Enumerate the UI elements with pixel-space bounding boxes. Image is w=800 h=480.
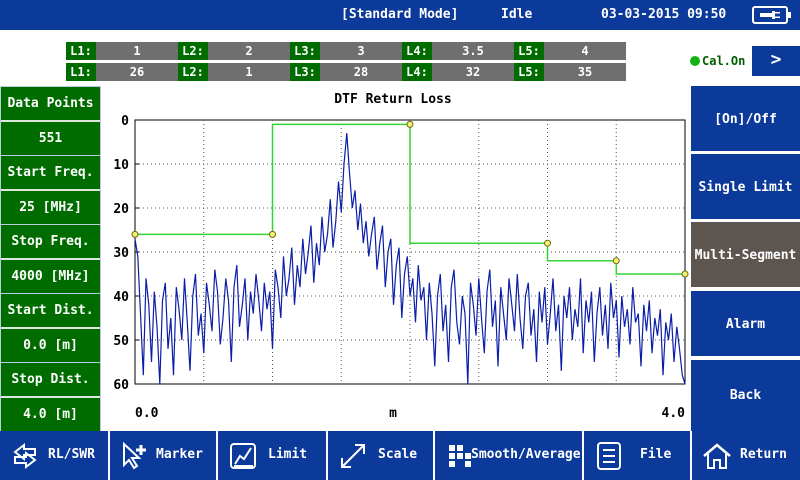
limit-point-marker[interactable] [612, 257, 620, 265]
toolbar-label: Return [740, 447, 787, 462]
toolbar-label: Marker [156, 447, 203, 462]
trace [134, 133, 686, 385]
param-start-freq[interactable]: Start Freq. 25 [MHz] [0, 155, 101, 225]
toolbar-label: Scale [378, 447, 418, 462]
return-button[interactable]: Return [692, 431, 800, 480]
param-stop-dist[interactable]: Stop Dist. 4.0 [m] [0, 362, 101, 432]
return-loss-trace [134, 133, 686, 385]
limit-name: L4: [402, 42, 432, 60]
y-tick-label: 0 [121, 114, 129, 129]
scale-icon [341, 444, 365, 468]
softkey-multi-segment[interactable]: Multi-Segment [691, 222, 800, 289]
rl-swr-button[interactable]: RL/SWR [0, 431, 108, 480]
smooth-icon [449, 445, 471, 467]
y-tick-label: 10 [113, 158, 129, 173]
param-value[interactable]: 4.0 [m] [1, 396, 100, 431]
limit-distance-value[interactable]: 2 [208, 42, 290, 60]
limit-name: L5: [514, 63, 544, 81]
x-tick-end: 4.0 [662, 406, 686, 421]
limit-point-marker[interactable] [269, 230, 276, 238]
param-start-dist[interactable]: Start Dist. 0.0 [m] [0, 293, 101, 363]
limit-level-value[interactable]: 26 [96, 63, 178, 81]
toolbar-label: Limit [268, 447, 308, 462]
chart-title: DTF Return Loss [334, 92, 451, 107]
x-tick-start: 0.0 [135, 406, 159, 421]
param-label: Start Dist. [1, 294, 100, 327]
limit-distance-value[interactable]: 4 [544, 42, 626, 60]
y-tick-label: 60 [113, 378, 129, 393]
limit-name: L2: [178, 63, 208, 81]
limit-line [131, 120, 689, 278]
softkey-alarm[interactable]: Alarm [691, 291, 800, 358]
y-axis: 0 10 20 30 40 50 60 [113, 114, 139, 393]
param-value[interactable]: 0.0 [m] [1, 327, 100, 362]
limit-level-value[interactable]: 32 [432, 63, 514, 81]
param-data-points[interactable]: Data Points 551 [0, 86, 101, 156]
limit-level-value[interactable]: 35 [544, 63, 626, 81]
param-label: Stop Freq. [1, 225, 100, 258]
limit-distance-value[interactable]: 1 [96, 42, 178, 60]
limit-distance-value[interactable]: 3.5 [432, 42, 514, 60]
scale-button[interactable]: Scale [328, 431, 433, 480]
param-label: Stop Dist. [1, 363, 100, 396]
limit-level-value[interactable]: 28 [320, 63, 402, 81]
limit-name: L4: [402, 63, 432, 81]
home-icon [703, 443, 731, 469]
y-tick-label: 40 [113, 290, 129, 305]
param-value[interactable]: 25 [MHz] [1, 189, 100, 224]
param-value[interactable]: 551 [1, 120, 100, 155]
limit-distance-value[interactable]: 3 [320, 42, 402, 60]
marker-button[interactable]: Marker [110, 431, 216, 480]
param-label: Data Points [1, 87, 100, 120]
limit-point-marker[interactable] [406, 120, 414, 128]
limit-name: L3: [290, 42, 320, 60]
y-tick-label: 30 [113, 246, 129, 261]
swap-arrows-icon [13, 442, 37, 470]
x-axis-label: m [389, 406, 397, 421]
softkey-back[interactable]: Back [691, 360, 800, 431]
limit-name: L3: [290, 63, 320, 81]
state-label: Idle [501, 7, 533, 22]
dtf-chart: DTF Return Loss 0 10 20 30 40 50 60 0.0 4.0 m [113, 92, 689, 421]
file-icon [597, 442, 621, 470]
limit-level-value[interactable]: 1 [208, 63, 290, 81]
softkey-single-limit[interactable]: Single Limit [691, 154, 800, 221]
limit-point-marker[interactable] [131, 230, 139, 238]
y-tick-label: 50 [113, 334, 129, 349]
toolbar-label: File [640, 447, 672, 462]
limit-name: L5: [514, 42, 544, 60]
softkey-on-off[interactable]: [On]/Off [691, 86, 800, 153]
datetime-label: 03-03-2015 09:50 [601, 7, 727, 22]
param-label: Start Freq. [1, 156, 100, 189]
file-button[interactable]: File [584, 431, 690, 480]
smooth-average-button[interactable]: Smooth/Average [435, 431, 582, 480]
param-value[interactable]: 4000 [MHz] [1, 258, 100, 293]
status-bar: [Standard Mode] Idle 03-03-2015 09:50 [0, 0, 800, 30]
battery-plug-icon [752, 6, 791, 24]
limit-point-marker[interactable] [544, 239, 551, 247]
calibration-label: Cal.On [702, 54, 746, 68]
y-tick-label: 20 [113, 202, 129, 217]
mode-label: [Standard Mode] [341, 7, 459, 22]
limit-button[interactable]: Limit [218, 431, 326, 480]
param-stop-freq[interactable]: Stop Freq. 4000 [MHz] [0, 224, 101, 294]
status-dot-icon [690, 56, 700, 66]
limit-name: L1: [66, 42, 96, 60]
toolbar-label: RL/SWR [48, 447, 95, 462]
next-page-button[interactable]: > [752, 46, 800, 76]
limit-point-marker[interactable] [681, 270, 689, 278]
calibration-status: Cal.On [690, 54, 745, 68]
marker-icon [123, 441, 146, 470]
limit-segment-line [135, 123, 685, 275]
toolbar-label: Smooth/Average [471, 447, 581, 462]
bottom-toolbar: RL/SWR Marker Limit Scale [0, 431, 800, 480]
limit-icon [230, 443, 256, 469]
limit-name: L2: [178, 42, 208, 60]
limit-name: L1: [66, 63, 96, 81]
